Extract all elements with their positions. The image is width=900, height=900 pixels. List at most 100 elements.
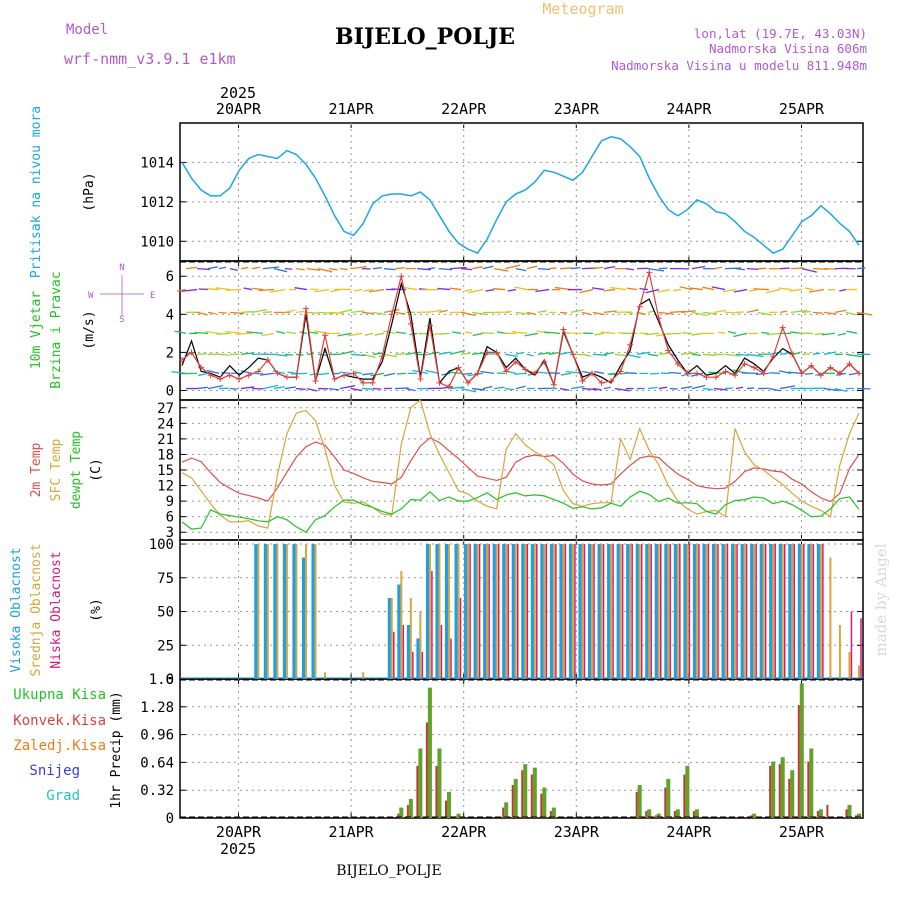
cloud-mid-bar xyxy=(648,544,651,679)
temperature-ytick-label: 18 xyxy=(157,447,174,463)
cloud-low-bar xyxy=(555,544,557,679)
wind-gust-marker xyxy=(360,379,367,386)
wind-arrow xyxy=(741,372,759,374)
cloud-low-bar xyxy=(431,571,433,679)
wind-arrow xyxy=(765,288,781,294)
wind-arrow xyxy=(647,353,659,357)
wind-arrow xyxy=(591,287,605,291)
cloud-mid-bar xyxy=(848,652,851,679)
compass-n: N xyxy=(119,263,124,273)
wind-arrow xyxy=(471,311,487,316)
wind-arrow xyxy=(713,387,728,391)
cloud-high-bar xyxy=(626,544,631,679)
wind-arrow xyxy=(812,311,823,314)
precip-conv-bar xyxy=(435,765,438,818)
wind-arrow xyxy=(174,330,187,334)
wind-ytick-label: 0 xyxy=(166,383,174,399)
wind-arrow xyxy=(482,385,493,390)
precip-total-bar xyxy=(418,748,423,818)
cloud-low-bar xyxy=(650,544,652,679)
precip-total-bar xyxy=(446,791,451,818)
wind-arrow xyxy=(383,267,396,271)
precip-axis-label: 1hr Precip (mm) xyxy=(109,691,124,808)
wind-arrow xyxy=(801,310,811,314)
wind-arrow xyxy=(368,288,385,293)
temperature-ytick-label: 21 xyxy=(157,432,174,448)
wind-gust-marker xyxy=(407,320,414,327)
cloud-mid-bar xyxy=(324,672,327,679)
wind-gust-marker xyxy=(732,372,739,379)
wind-arrow xyxy=(176,288,187,292)
cloud-high-bar xyxy=(301,557,306,679)
precip-total-bar xyxy=(656,813,661,818)
wind-arrow xyxy=(682,332,693,335)
wind-arrow xyxy=(383,353,398,358)
wind-arrow xyxy=(592,353,607,356)
wind-arrow xyxy=(733,332,748,338)
x-tick-label-top: 24APR xyxy=(666,100,712,118)
wind-arrow xyxy=(306,267,321,271)
wind-gust-marker xyxy=(264,357,271,364)
wind-arrow xyxy=(259,372,275,376)
wind-arrows xyxy=(171,264,873,393)
cloud-mid-bar xyxy=(257,544,260,679)
wind-arrow xyxy=(537,310,547,314)
wind-arrow xyxy=(394,311,406,315)
wind-arrow xyxy=(812,352,821,355)
wind-arrow xyxy=(711,286,726,291)
cloud-low-bar xyxy=(640,544,643,679)
wind-arrow xyxy=(658,352,669,355)
wind-arrow xyxy=(746,353,764,358)
wind-arrow xyxy=(846,330,858,334)
wind-arrow xyxy=(515,267,527,272)
cloud-mid-bar xyxy=(514,544,517,679)
cloud-mid-bar xyxy=(419,611,422,679)
wind-arrow xyxy=(464,288,473,292)
wind-grid xyxy=(180,261,863,400)
cloud-low-bar xyxy=(679,544,681,679)
cloud-low-bar xyxy=(621,544,624,679)
wind-arrow xyxy=(216,332,231,335)
wind-arrow xyxy=(789,288,803,292)
cloud-mid-bar xyxy=(800,544,803,679)
precip-conv-bar xyxy=(521,770,524,818)
wind-arrow xyxy=(339,384,356,390)
wind-arrow xyxy=(603,265,616,270)
station-title: BIJELO_POLJE xyxy=(335,24,515,50)
wind-gust-marker xyxy=(827,364,834,371)
precip-conv-bar xyxy=(635,791,638,818)
wind-arrow xyxy=(804,287,814,291)
wind-arrow xyxy=(215,287,231,291)
cloud-mid-bar xyxy=(457,544,460,679)
wind-axis-label: 10m Vjetar xyxy=(29,291,44,369)
wind-arrow xyxy=(354,371,363,374)
precip-ytick-label: 0.32 xyxy=(140,783,174,799)
wind-arrow xyxy=(364,332,374,336)
wind-arrow xyxy=(306,352,314,355)
cloud-low-bar xyxy=(450,638,452,679)
cloud-mid-bar xyxy=(858,665,860,679)
precip-total-bar xyxy=(408,798,413,818)
wind-gust-marker xyxy=(503,368,510,375)
cloud-mid-bar xyxy=(591,544,594,679)
cloud-low-bar xyxy=(698,544,700,679)
cloud-high-bar xyxy=(616,544,621,679)
wind-arrow xyxy=(624,372,638,374)
temp-axis-label-dewpt: dewpt Temp xyxy=(69,431,84,509)
wind-arrow xyxy=(427,351,439,355)
wind-arrow xyxy=(779,352,789,355)
cloud-mid-bar xyxy=(743,544,746,679)
cloud-mid-bar xyxy=(619,544,622,679)
wind-arrow xyxy=(226,288,242,291)
cloud-mid-bar xyxy=(714,544,717,679)
wind-arrow xyxy=(361,387,374,390)
wind-arrow xyxy=(370,372,385,377)
wind-arrow xyxy=(372,352,383,355)
cloud-low-bar xyxy=(507,544,509,679)
wind-arrow xyxy=(261,332,275,337)
wind-arrow xyxy=(471,266,483,270)
cloud-mid-bar xyxy=(753,544,756,679)
wind-arrow xyxy=(425,369,440,374)
wind-arrow xyxy=(383,372,396,377)
cloud-high-bar xyxy=(473,544,478,679)
